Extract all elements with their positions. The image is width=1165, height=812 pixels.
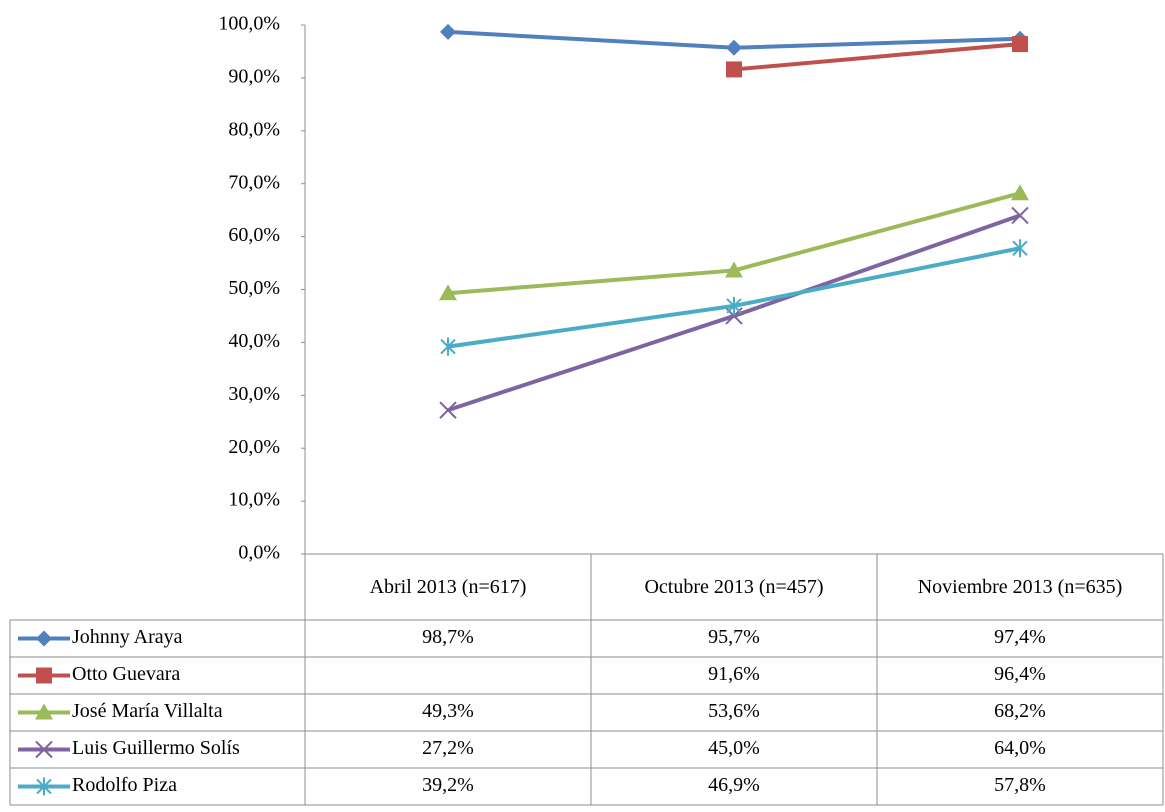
data-label: 98,7%: [422, 626, 474, 648]
legend-label: Rodolfo Piza: [72, 774, 177, 796]
legend-label: Otto Guevara: [72, 663, 180, 685]
category-header: Noviembre 2013 (n=635): [917, 576, 1123, 598]
legend-label: Luis Guillermo Solís: [72, 737, 240, 759]
legend-label: Johnny Araya: [72, 626, 183, 648]
marker: [439, 401, 457, 419]
y-tick-label: 10,0%: [228, 489, 280, 511]
data-label: 49,3%: [422, 700, 474, 722]
data-label: 68,2%: [994, 700, 1046, 722]
series-line: [733, 42, 1021, 72]
y-tick-label: 90,0%: [228, 65, 280, 87]
x-tick-label: Noviembre 2013 (n=635): [917, 576, 1123, 598]
marker: [439, 284, 457, 301]
marker: [36, 777, 52, 796]
data-label: 96,4%: [994, 663, 1046, 685]
marker: [36, 667, 52, 684]
marker: [726, 39, 742, 56]
data-label: 95,7%: [708, 626, 760, 648]
series-line: [447, 191, 1021, 296]
category-header: Abril 2013 (n=617): [369, 576, 527, 598]
y-tick-label: 50,0%: [228, 277, 280, 299]
x-tick-label: Abril 2013 (n=617): [369, 576, 527, 598]
data-label: 39,2%: [422, 774, 474, 796]
y-tick-label: 20,0%: [228, 436, 280, 458]
data-label: 97,4%: [994, 626, 1046, 648]
marker: [726, 296, 742, 315]
y-tick-label: 40,0%: [228, 330, 280, 352]
marker: [36, 630, 52, 647]
data-label: 91,6%: [708, 663, 760, 685]
category-header: Octubre 2013 (n=457): [644, 576, 824, 598]
data-label: 64,0%: [994, 737, 1046, 759]
marker: [725, 261, 743, 278]
marker: [440, 23, 456, 40]
marker: [1011, 206, 1029, 225]
data-label: 53,6%: [708, 700, 760, 722]
data-label: 46,9%: [708, 774, 760, 796]
x-tick-label: Octubre 2013 (n=457): [644, 576, 824, 598]
marker: [35, 740, 53, 759]
data-label: 57,8%: [994, 774, 1046, 796]
marker: [1012, 36, 1028, 53]
marker: [440, 337, 456, 356]
y-tick-label: 60,0%: [228, 224, 280, 246]
y-tick-label: 70,0%: [228, 171, 280, 193]
marker: [726, 61, 742, 78]
marker: [1012, 239, 1028, 258]
y-tick-label: 0,0%: [238, 542, 280, 564]
legend-label: José María Villalta: [72, 700, 223, 722]
marker: [35, 703, 53, 720]
data-label: 45,0%: [708, 737, 760, 759]
y-tick-label: 30,0%: [228, 383, 280, 405]
data-label: 27,2%: [422, 737, 474, 759]
y-tick-label: 100,0%: [218, 13, 280, 35]
marker: [1011, 184, 1029, 201]
y-tick-label: 80,0%: [228, 118, 280, 140]
